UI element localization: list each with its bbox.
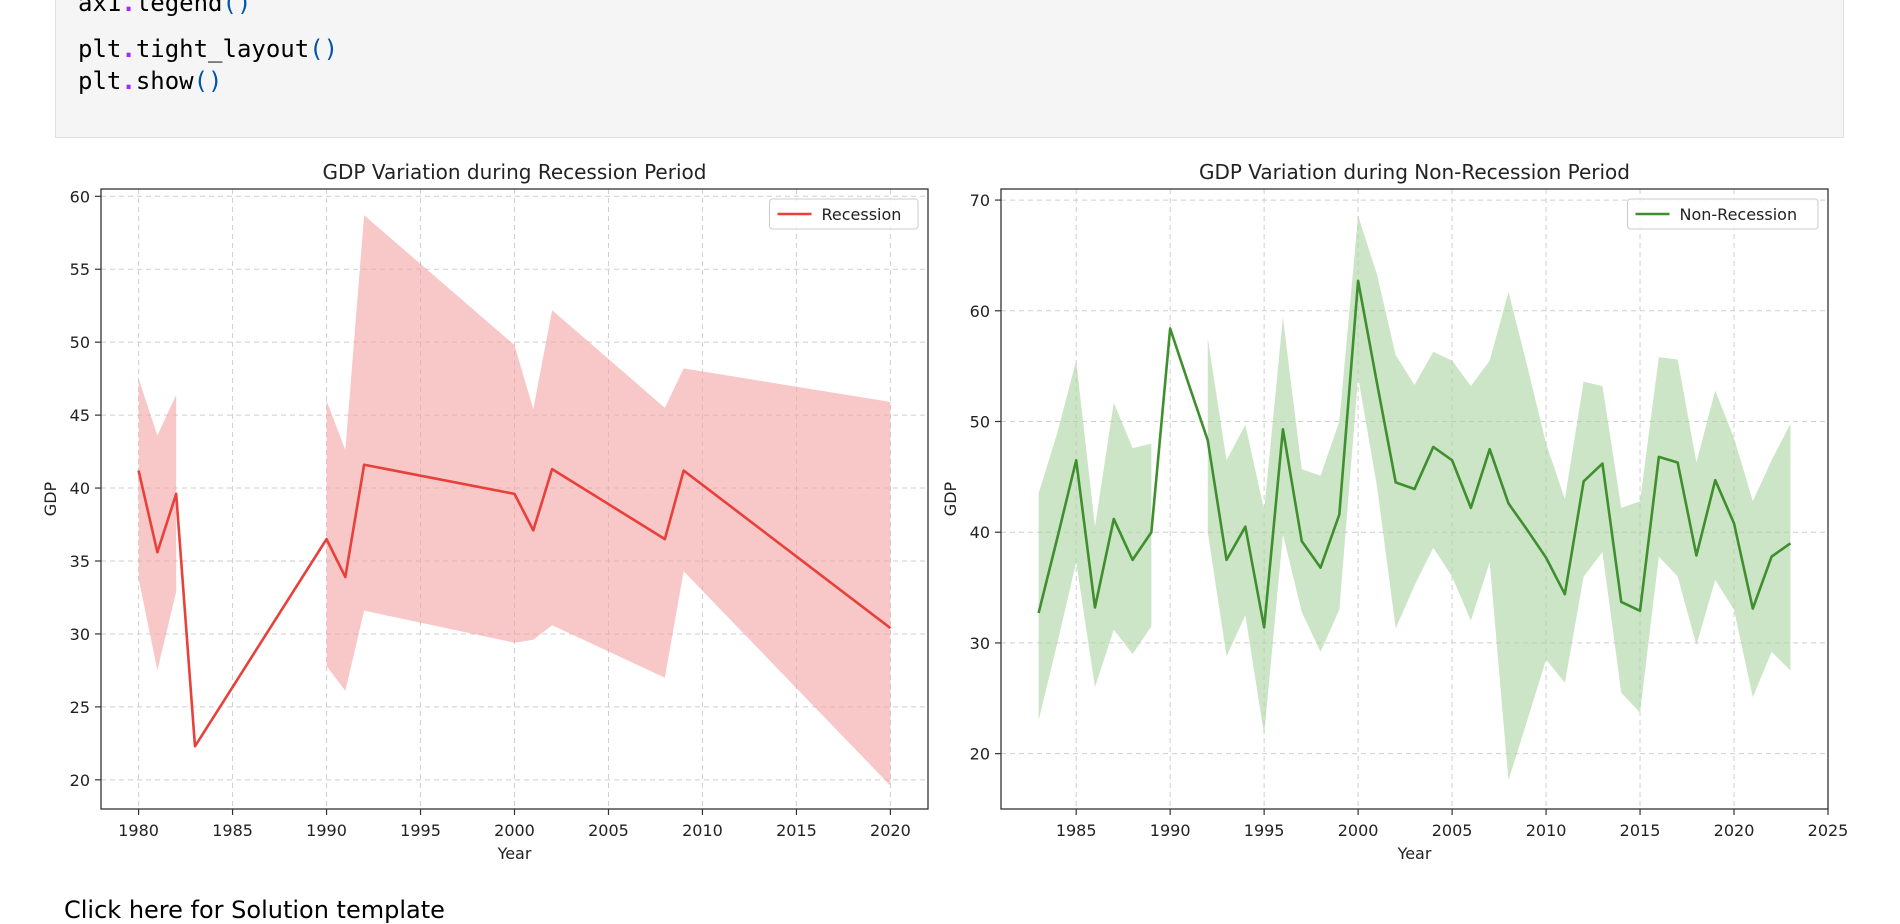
chart-2: 1985 1990 1995 2000 2005 2010 2015 2020 20252030… — [941, 160, 1848, 863]
confidence-band — [1207, 215, 1791, 781]
chart-1: 1980 1985 1990 1995 2000 2005 2010 2015 20202025… — [41, 160, 929, 863]
solution-link-text[interactable]: Click here for Solution template — [64, 896, 445, 924]
y-tick-label: 55 — [70, 260, 90, 279]
code-parens: () — [309, 35, 339, 63]
x-tick-label: 2020 — [870, 821, 911, 840]
legend: Recession — [769, 198, 919, 230]
x-tick-label: 2015 — [776, 821, 817, 840]
x-tick-label: 1990 — [306, 821, 347, 840]
x-tick-label: 2000 — [1338, 821, 1379, 840]
confidence-band — [1038, 360, 1152, 721]
y-tick-label: 40 — [970, 523, 990, 542]
series-line — [137, 463, 892, 748]
code-dot: . — [121, 67, 136, 95]
y-axis-label: GDP — [941, 481, 960, 516]
code-object: ax1 — [78, 0, 122, 17]
x-axis-label: Year — [497, 844, 532, 863]
code-object: plt — [78, 35, 122, 63]
confidence-band — [138, 378, 177, 671]
x-axis-label: Year — [1397, 844, 1432, 863]
code-cell[interactable]: ax1.legend() plt.tight_layout() plt.show… — [55, 0, 1844, 138]
x-tick-label: 1980 — [118, 821, 159, 840]
x-tick-label: 2005 — [588, 821, 629, 840]
code-method: legend — [135, 0, 223, 17]
plot-frame — [1000, 188, 1829, 810]
y-tick-label: 20 — [70, 771, 90, 790]
legend: Non-Recession — [1627, 198, 1819, 230]
code-line: plt.tight_layout() — [78, 35, 338, 63]
x-tick-label: 1985 — [1056, 821, 1097, 840]
y-tick-label: 60 — [970, 302, 990, 321]
legend-label: Non-Recession — [1680, 205, 1798, 224]
y-tick-label: 35 — [70, 552, 90, 571]
figure-output: 1980 1985 1990 1995 2000 2005 2010 2015 20202025… — [41, 160, 1848, 863]
x-tick-label: 2000 — [494, 821, 535, 840]
series-line — [1037, 279, 1792, 629]
y-tick-label: 40 — [70, 479, 90, 498]
y-tick-label: 25 — [70, 698, 90, 717]
y-axis-label: GDP — [41, 481, 60, 516]
code-line: ax1.legend() — [78, 0, 251, 17]
x-tick-label: 2005 — [1432, 821, 1473, 840]
y-tick-label: 30 — [970, 634, 990, 653]
x-tick-label: 1995 — [1244, 821, 1285, 840]
code-dot: . — [121, 35, 136, 63]
y-tick-label: 45 — [70, 406, 90, 425]
x-tick-label: 1985 — [212, 821, 253, 840]
y-tick-label: 30 — [70, 625, 90, 644]
chart-title: GDP Variation during Recession Period — [323, 160, 707, 184]
y-tick-label: 50 — [970, 413, 990, 432]
code-method: show — [135, 67, 194, 95]
confidence-band — [326, 215, 891, 786]
legend-box — [769, 198, 919, 230]
x-tick-label: 1995 — [400, 821, 441, 840]
chart-title: GDP Variation during Non-Recession Perio… — [1199, 160, 1630, 184]
legend-box — [1627, 198, 1819, 230]
code-parens: () — [222, 0, 252, 17]
x-tick-label: 1990 — [1150, 821, 1191, 840]
code-dot: . — [121, 0, 136, 17]
y-tick-label: 50 — [70, 333, 90, 352]
code-method: tight_layout — [135, 35, 310, 63]
x-tick-label: 2010 — [1526, 821, 1567, 840]
y-tick-label: 70 — [970, 191, 990, 210]
legend-label: Recession — [822, 205, 902, 224]
x-tick-label: 2010 — [682, 821, 723, 840]
x-tick-label: 2015 — [1620, 821, 1661, 840]
x-tick-label: 2020 — [1714, 821, 1755, 840]
y-tick-label: 60 — [70, 187, 90, 206]
code-line: plt.show() — [78, 67, 223, 95]
code-parens: () — [193, 67, 223, 95]
code-object: plt — [78, 67, 122, 95]
y-tick-label: 20 — [970, 745, 990, 764]
x-tick-label: 2025 — [1808, 821, 1849, 840]
